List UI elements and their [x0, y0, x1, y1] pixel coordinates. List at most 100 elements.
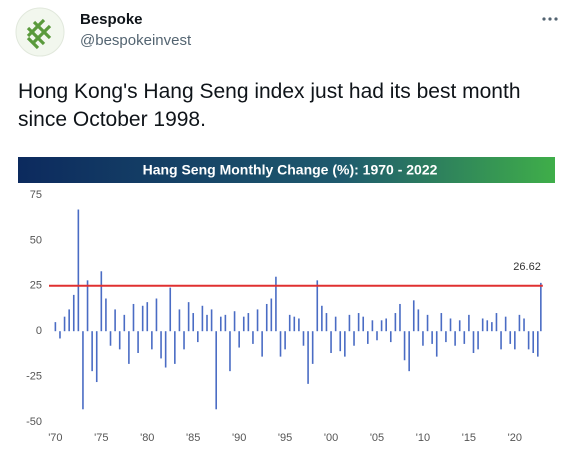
author-handle[interactable]: @bespokeinvest	[80, 32, 192, 49]
bar	[68, 309, 70, 332]
bar	[362, 316, 365, 332]
bar	[399, 303, 401, 332]
y-tick-label: 0	[36, 325, 42, 337]
x-tick-label: '90	[232, 432, 246, 444]
bar	[463, 331, 466, 344]
bar	[247, 313, 250, 332]
bar	[146, 302, 149, 332]
x-tick-label: '20	[508, 432, 522, 444]
more-menu[interactable]	[542, 17, 558, 21]
bar	[72, 294, 75, 332]
bar	[128, 331, 130, 364]
bar	[334, 316, 337, 332]
bar	[298, 318, 300, 332]
title-banner	[18, 157, 555, 183]
bar	[422, 331, 424, 346]
bar	[380, 320, 383, 332]
chart-title: Hang Seng Monthly Change (%): 1970 - 202…	[143, 162, 438, 178]
bar	[206, 314, 208, 332]
bar	[504, 316, 507, 332]
bar	[344, 331, 346, 357]
chart-image[interactable]	[18, 155, 555, 455]
y-tick-label: 50	[30, 234, 42, 246]
bar	[160, 331, 162, 359]
bar	[532, 331, 535, 353]
bar	[426, 314, 429, 332]
bar	[500, 331, 502, 350]
bar	[412, 300, 415, 332]
bar	[270, 298, 273, 332]
bar	[376, 331, 378, 341]
bar	[109, 331, 112, 346]
bar	[59, 331, 61, 339]
bar	[151, 331, 153, 350]
tweet-text: Hong Kong's Hang Seng index just had its…	[18, 80, 521, 131]
x-tick-label: '80	[140, 432, 154, 444]
bar	[518, 314, 521, 332]
bar	[523, 318, 525, 332]
y-tick-label: 75	[30, 189, 42, 201]
bar	[302, 331, 305, 346]
x-tick-label: '00	[324, 432, 338, 444]
bar	[311, 331, 314, 364]
bar	[371, 320, 374, 332]
avatar-logo	[26, 18, 52, 50]
bar	[339, 331, 342, 352]
bar	[367, 331, 369, 344]
x-tick-label: '85	[186, 432, 200, 444]
bar	[174, 331, 176, 364]
avatar[interactable]	[15, 7, 65, 57]
plot: -50 -25 0 25 50 75 '70 '75 '80 '85 '90 '95 '00 '05 '10…	[26, 189, 543, 444]
bar	[238, 331, 240, 348]
x-tick-label: '05	[370, 432, 384, 444]
bar	[132, 303, 135, 332]
bar	[118, 331, 121, 350]
bar	[192, 313, 195, 332]
bar	[197, 331, 199, 343]
bar	[155, 298, 158, 332]
bar	[514, 331, 516, 350]
bar	[219, 316, 222, 332]
bar	[215, 331, 217, 410]
bar	[265, 303, 268, 332]
bar	[201, 305, 204, 332]
bar	[321, 305, 323, 332]
bar	[408, 331, 410, 372]
bar	[279, 331, 282, 357]
bar	[293, 316, 296, 332]
bar	[486, 320, 489, 332]
y-tick-label: 25	[30, 280, 42, 292]
bar	[468, 314, 470, 332]
bar	[187, 302, 190, 332]
bar	[454, 331, 456, 346]
y-tick-label: -50	[26, 416, 42, 428]
y-tick-label: -25	[26, 371, 42, 383]
bar	[353, 331, 355, 346]
bar	[164, 331, 167, 368]
x-tick-label: '15	[462, 432, 476, 444]
bar	[389, 331, 392, 343]
author-name[interactable]: Bespoke	[80, 11, 143, 28]
bar	[431, 331, 433, 344]
bar	[330, 331, 332, 353]
bar	[394, 313, 397, 332]
bar	[82, 331, 84, 410]
bar	[242, 316, 245, 332]
bar	[385, 318, 387, 332]
bar	[325, 313, 328, 332]
bar	[357, 313, 360, 332]
x-tick-label: '10	[416, 432, 430, 444]
bar	[537, 331, 539, 357]
bar	[91, 331, 93, 372]
bar	[445, 331, 447, 343]
bar	[288, 314, 291, 332]
bar	[481, 318, 484, 332]
bar	[105, 298, 107, 332]
bar	[54, 322, 57, 332]
bar	[509, 331, 512, 344]
bar	[210, 309, 213, 332]
bar	[275, 276, 277, 332]
bar	[183, 331, 185, 350]
data-label: 26.62	[513, 261, 541, 273]
